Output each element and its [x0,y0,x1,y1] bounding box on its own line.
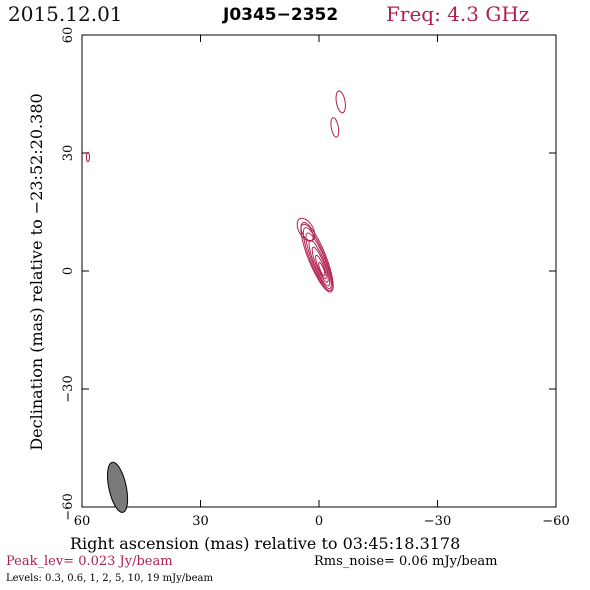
contour-line [318,261,326,277]
contour-layer [85,90,346,293]
x-axis-label: Right ascension (mas) relative to 03:45:… [70,534,461,553]
component-core [300,221,334,293]
y-tick-label: 0 [61,267,76,275]
contour-line [335,90,346,114]
y-tick-label: 60 [61,27,76,44]
x-tick-label: −60 [542,514,569,529]
contour-line [296,217,316,242]
component-north-knot-2 [330,117,340,138]
x-tick-label: 0 [315,514,323,529]
contour-line [300,223,314,242]
contour-line [315,254,327,280]
x-tick-label: 30 [192,514,209,529]
contour-line [330,117,340,138]
contour-line [305,232,332,290]
component-jet-extension [296,217,316,242]
contour-line [300,221,334,293]
y-tick-label: −30 [61,375,76,402]
beam-ellipse [107,461,129,513]
y-tick-label: 30 [61,145,76,162]
rms-noise: Rms_noise= 0.06 mJy/beam [314,554,498,569]
contour-levels: Levels: 0.3, 0.6, 1, 2, 5, 10, 19 mJy/be… [6,573,213,584]
x-tick-label: 60 [74,514,91,529]
frequency-label: Freq: 4.3 GHz [386,2,530,26]
axis-ticks [81,34,557,508]
source-name: J0345−2352 [223,5,339,25]
y-tick-label: −60 [61,493,76,520]
contour-line [85,151,91,163]
observation-date: 2015.12.01 [8,2,123,26]
y-axis-label: Declination (mas) relative to −23:52:20.… [27,93,46,450]
x-tick-label: −30 [424,514,451,529]
beam-layer [107,461,129,513]
contour-line [302,227,333,292]
component-west-blob [85,151,91,163]
axis-tick-labels: 60 30 0 −30 −60 −60 −30 0 30 60 [61,27,570,529]
peak-level: Peak_lev= 0.023 Jy/beam [6,554,173,569]
component-north-knot-1 [335,90,346,114]
contour-line [311,246,329,283]
